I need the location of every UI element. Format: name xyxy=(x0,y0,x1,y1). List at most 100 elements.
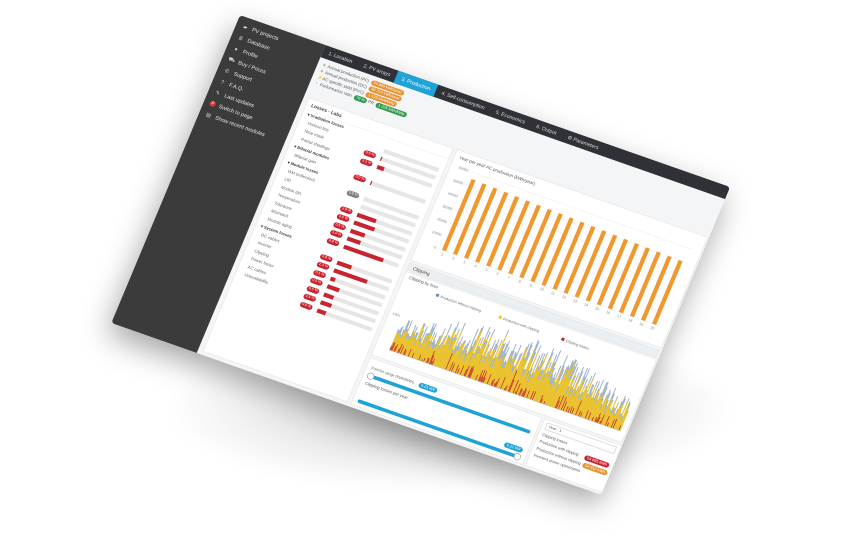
hour-bar-clipping-loss xyxy=(495,378,500,388)
hour-bar-with-clipping xyxy=(616,420,622,430)
hour-bar-clipping-loss xyxy=(482,377,486,383)
hour-bar-with-clipping xyxy=(614,416,621,430)
hour-bar-with-clipping xyxy=(542,383,552,404)
hour-bar-with-clipping xyxy=(489,358,502,386)
hour-bar-clipping-loss xyxy=(523,389,527,398)
hour-bar-clipping-loss xyxy=(393,346,397,352)
hour-bar-with-clipping xyxy=(484,367,493,384)
loss-bar-fill xyxy=(379,156,383,161)
bar-year-10 xyxy=(541,217,574,287)
hour-bar-with-clipping xyxy=(607,404,619,427)
gridline xyxy=(459,196,682,276)
hour-bar-with-clipping xyxy=(581,385,596,418)
hour-bar-with-clipping xyxy=(442,333,458,369)
hour-bar-with-clipping xyxy=(444,354,452,370)
hour-bar-clipping-loss xyxy=(478,376,482,382)
hour-bar-clipping-loss xyxy=(391,342,396,351)
hour-bar-with-clipping xyxy=(533,380,544,401)
legend-swatch xyxy=(560,337,565,342)
hour-bar-with-clipping xyxy=(414,347,421,360)
y-tick-label: 50000 xyxy=(453,179,464,186)
hour-bar-with-clipping xyxy=(573,399,581,415)
hour-bar-with-clipping xyxy=(540,383,550,404)
tab-parameters[interactable]: ⚙ Parameters xyxy=(566,134,600,151)
hour-bar-with-clipping xyxy=(443,340,457,370)
hour-bar-clipping-loss xyxy=(531,391,537,401)
hour-bar-clipping-loss xyxy=(403,350,407,356)
hour-bar-with-clipping xyxy=(515,350,535,395)
hour-bar-with-clipping xyxy=(419,332,432,361)
modules-icon: ▤ xyxy=(205,111,213,119)
hour-bar-with-clipping xyxy=(590,397,602,421)
hour-bar-with-clipping xyxy=(408,344,415,358)
hour-bar-with-clipping xyxy=(527,365,542,399)
hour-bar-clipping-loss xyxy=(567,407,571,413)
hour-bar-with-clipping xyxy=(474,347,489,381)
hour-bar-clipping-loss xyxy=(394,344,399,352)
hour-bar-with-clipping xyxy=(396,331,406,353)
hour-bar-with-clipping xyxy=(598,407,606,424)
hour-bar-clipping-loss xyxy=(479,369,486,382)
hour-bar-with-clipping xyxy=(583,390,597,419)
legend-swatch xyxy=(435,293,440,298)
hour-bar-with-clipping xyxy=(401,337,409,355)
hour-bar-clipping-loss xyxy=(426,357,429,364)
hour-bar-with-clipping xyxy=(485,335,507,385)
hour-bar-with-clipping xyxy=(511,361,526,394)
hour-bar-with-clipping xyxy=(547,379,559,406)
y-tick-label: 0 xyxy=(433,245,436,249)
hour-bar-with-clipping xyxy=(579,394,591,418)
hour-bar-clipping-loss xyxy=(526,390,530,399)
hour-bar-with-clipping xyxy=(437,344,449,368)
hour-bar-clipping-loss xyxy=(610,419,615,428)
hour-bar-with-clipping xyxy=(552,375,567,408)
hour-bar-with-clipping xyxy=(551,369,568,408)
hour-bar-with-clipping xyxy=(530,378,541,400)
hour-bar-clipping-loss xyxy=(539,395,544,403)
hour-bar-clipping-loss xyxy=(469,368,474,379)
hour-bar-with-clipping xyxy=(528,379,538,400)
bar-year-7 xyxy=(508,204,541,275)
x-tick-label: 7 xyxy=(507,276,510,280)
hour-bar-with-clipping xyxy=(395,331,405,353)
hour-bar-clipping-loss xyxy=(449,361,454,372)
hour-bar-clipping-loss xyxy=(418,354,422,361)
hour-bar-with-clipping xyxy=(601,402,611,425)
hour-bar-clipping-loss xyxy=(481,371,488,383)
hour-bar-with-clipping xyxy=(399,340,406,354)
gridline xyxy=(470,171,692,250)
hour-bar-with-clipping xyxy=(549,391,557,407)
hour-bar-with-clipping xyxy=(438,330,455,368)
hour-bar-clipping-loss xyxy=(426,358,430,364)
hour-bar-with-clipping xyxy=(577,379,594,417)
loss-bar-fill xyxy=(376,164,385,171)
hour-bar-with-clipping xyxy=(392,335,400,352)
hour-bar-with-clipping xyxy=(520,376,530,397)
x-tick-label: 14 xyxy=(583,303,588,308)
hour-bar-with-clipping xyxy=(516,358,533,395)
hour-bar-with-clipping xyxy=(538,368,554,403)
hour-bar-clipping-loss xyxy=(402,348,407,355)
bar-year-16 xyxy=(607,242,640,310)
tab-output[interactable]: 6. Output xyxy=(535,123,558,136)
hour-bar-with-clipping xyxy=(465,356,475,377)
x-tick-label: 10 xyxy=(539,287,544,292)
hour-bar-clipping-loss xyxy=(411,352,415,359)
hour-bar-clipping-loss xyxy=(587,412,592,420)
hour-bar-clipping-loss xyxy=(467,367,473,378)
hour-bar-clipping-loss xyxy=(480,377,484,383)
hour-bar-with-clipping xyxy=(552,367,571,408)
hour-bar-clipping-loss xyxy=(595,418,598,423)
cart-icon: ⛟ xyxy=(227,55,237,64)
hour-bar-with-clipping xyxy=(545,386,554,405)
hour-bar-with-clipping xyxy=(569,379,585,414)
hour-bar-with-clipping xyxy=(535,374,548,402)
hour-bar-with-clipping xyxy=(585,399,595,420)
hour-bar-clipping-loss xyxy=(400,345,404,354)
hour-bar-with-clipping xyxy=(415,342,424,360)
x-tick-label: 12 xyxy=(561,295,566,300)
clipping-by-hour-panel: Clipping by hour Production without clip… xyxy=(371,271,657,443)
hour-bar-clipping-loss xyxy=(464,365,470,377)
hour-bar-with-clipping xyxy=(462,332,482,376)
hour-bar-with-clipping xyxy=(417,342,426,361)
